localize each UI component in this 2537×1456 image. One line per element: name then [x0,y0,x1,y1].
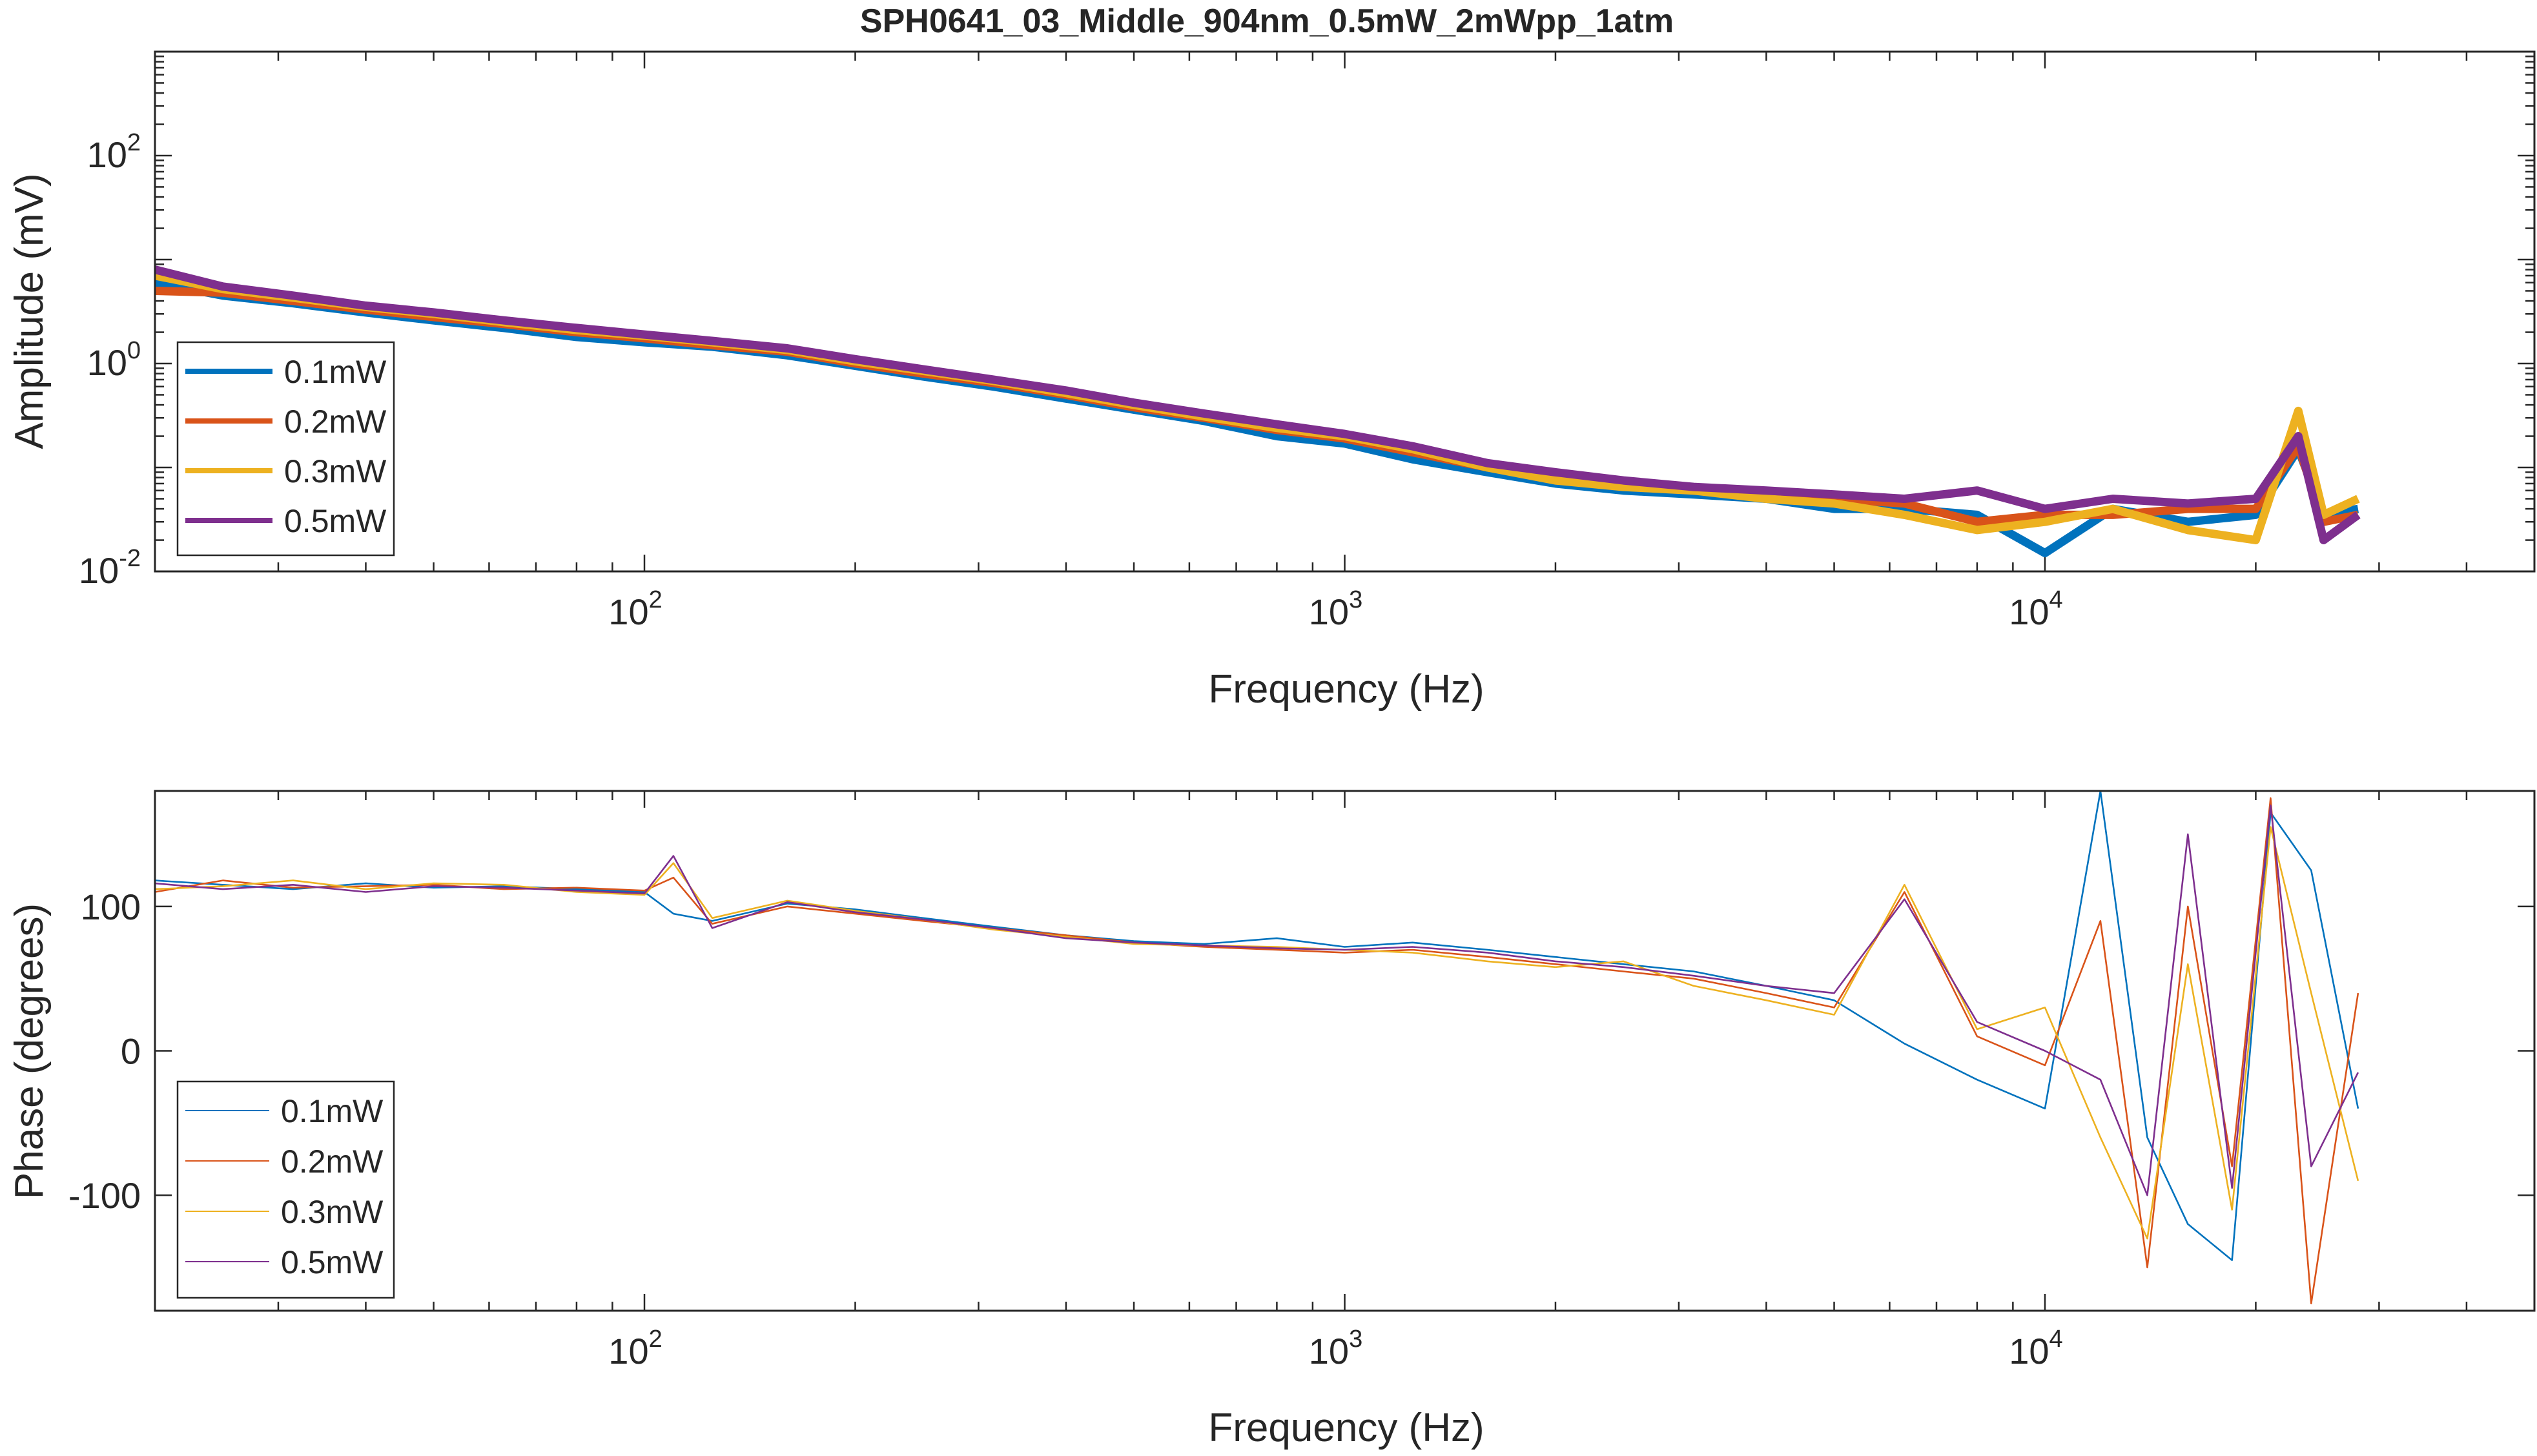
amplitude-y-axis-label: Amplitude (mV) [7,173,52,449]
amplitude-legend-label: 0.1mW [284,354,387,390]
amplitude-y-tick-label: 102 [87,129,141,175]
amplitude-series-05mw [154,265,2361,544]
phase-x-axis-label: Frequency (Hz) [1208,1406,1484,1450]
amplitude-legend-label: 0.5mW [284,503,387,539]
chart-title: SPH0641_03_Middle_904nm_0.5mW_2mWpp_1atm [860,3,1674,40]
amplitude-x-tick-label: 104 [2009,586,2062,632]
phase-tick-labels: 102 103 104 -100 0 100 [68,887,2063,1371]
amplitude-ticks [154,50,2536,573]
phase-ticks [154,791,2536,1311]
phase-x-tick-label: 103 [1309,1326,1362,1371]
amplitude-y-tick-label: 10-2 [79,545,141,591]
phase-y-tick-label: 100 [81,887,141,927]
amplitude-series-01mw [154,278,2359,558]
phase-y-tick-label: -100 [68,1175,141,1216]
phase-legend-label: 0.2mW [281,1143,384,1180]
phase-plot-box [154,790,2536,1312]
amplitude-series-02mw [154,287,2359,526]
phase-x-tick-label: 102 [608,1326,662,1371]
phase-y-tick-label: 0 [121,1031,141,1072]
amplitude-x-tick-label: 102 [608,586,662,632]
amplitude-plot-box [154,50,2536,573]
amplitude-x-axis-label: Frequency (Hz) [1208,667,1484,712]
amplitude-legend-label: 0.3mW [284,453,387,489]
phase-chart: Frequency (Hz) Phase (degrees) 102 103 104… [7,790,2536,1450]
phase-legend: 0.1mW 0.2mW 0.3mW 0.5mW [176,1080,395,1299]
phase-series-01mw [154,790,2359,1261]
amplitude-x-tick-label: 103 [1309,586,1362,632]
amplitude-tick-labels: 102 103 104 10-2 100 102 [79,129,2063,632]
phase-lines [154,790,2359,1305]
amplitude-legend: 0.1mW 0.2mW 0.3mW 0.5mW [176,341,395,557]
phase-series-05mw [154,805,2359,1196]
phase-series-02mw [154,797,2359,1305]
phase-x-tick-label: 104 [2009,1326,2062,1371]
phase-legend-label: 0.5mW [281,1244,384,1280]
amplitude-lines [154,265,2361,558]
amplitude-legend-label: 0.2mW [284,404,387,440]
phase-y-axis-label: Phase (degrees) [7,903,52,1199]
amplitude-y-tick-label: 100 [87,337,141,383]
amplitude-chart: SPH0641_03_Middle_904nm_0.5mW_2mWpp_1atm… [7,3,2536,712]
phase-legend-label: 0.1mW [281,1093,384,1129]
phase-legend-label: 0.3mW [281,1194,384,1230]
